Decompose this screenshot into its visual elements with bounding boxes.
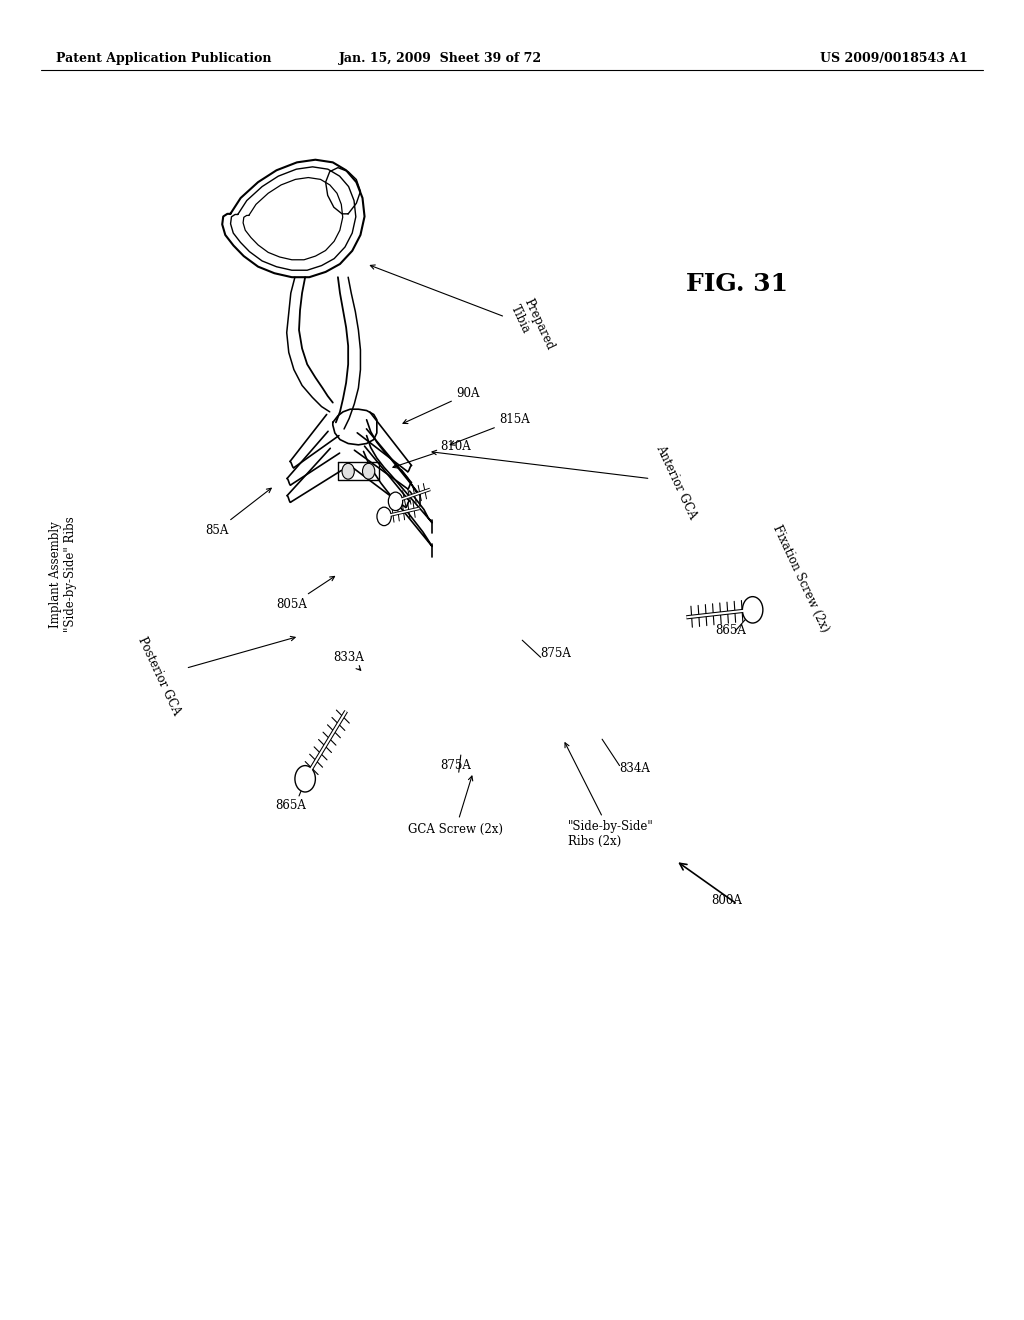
Text: 815A: 815A: [451, 413, 530, 445]
Circle shape: [295, 766, 315, 792]
Text: 875A: 875A: [440, 759, 471, 772]
Circle shape: [742, 597, 763, 623]
Text: 833A: 833A: [333, 651, 364, 671]
Text: US 2009/0018543 A1: US 2009/0018543 A1: [820, 53, 968, 65]
Text: Implant Assembly
"Side-by-Side" Ribs: Implant Assembly "Side-by-Side" Ribs: [49, 516, 78, 632]
Text: 865A: 865A: [715, 624, 745, 638]
Circle shape: [388, 492, 402, 511]
Text: 865A: 865A: [275, 799, 306, 812]
Text: GCA Screw (2x): GCA Screw (2x): [409, 776, 503, 836]
Text: Fixation Screw (2x): Fixation Screw (2x): [770, 523, 831, 634]
Circle shape: [342, 463, 354, 479]
Circle shape: [362, 463, 375, 479]
Circle shape: [377, 507, 391, 525]
Text: 810A: 810A: [393, 440, 471, 469]
Text: Anterior GCA: Anterior GCA: [432, 442, 699, 521]
Text: Posterior GCA: Posterior GCA: [135, 635, 295, 717]
Text: FIG. 31: FIG. 31: [686, 272, 788, 296]
Text: 875A: 875A: [541, 647, 571, 660]
Text: Patent Application Publication: Patent Application Publication: [56, 53, 271, 65]
Text: 834A: 834A: [620, 762, 650, 775]
Text: 805A: 805A: [276, 577, 335, 611]
Text: 800A: 800A: [712, 894, 742, 907]
Text: Jan. 15, 2009  Sheet 39 of 72: Jan. 15, 2009 Sheet 39 of 72: [339, 53, 542, 65]
Text: Prepared
Tibia: Prepared Tibia: [371, 265, 557, 358]
Text: 90A: 90A: [403, 387, 480, 424]
Text: "Side-by-Side"
Ribs (2x): "Side-by-Side" Ribs (2x): [565, 743, 654, 849]
Text: 85A: 85A: [205, 488, 271, 537]
